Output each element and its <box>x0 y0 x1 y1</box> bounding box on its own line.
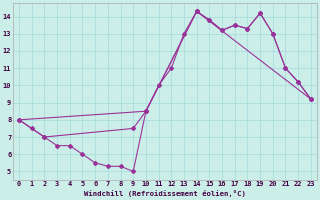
X-axis label: Windchill (Refroidissement éolien,°C): Windchill (Refroidissement éolien,°C) <box>84 190 246 197</box>
